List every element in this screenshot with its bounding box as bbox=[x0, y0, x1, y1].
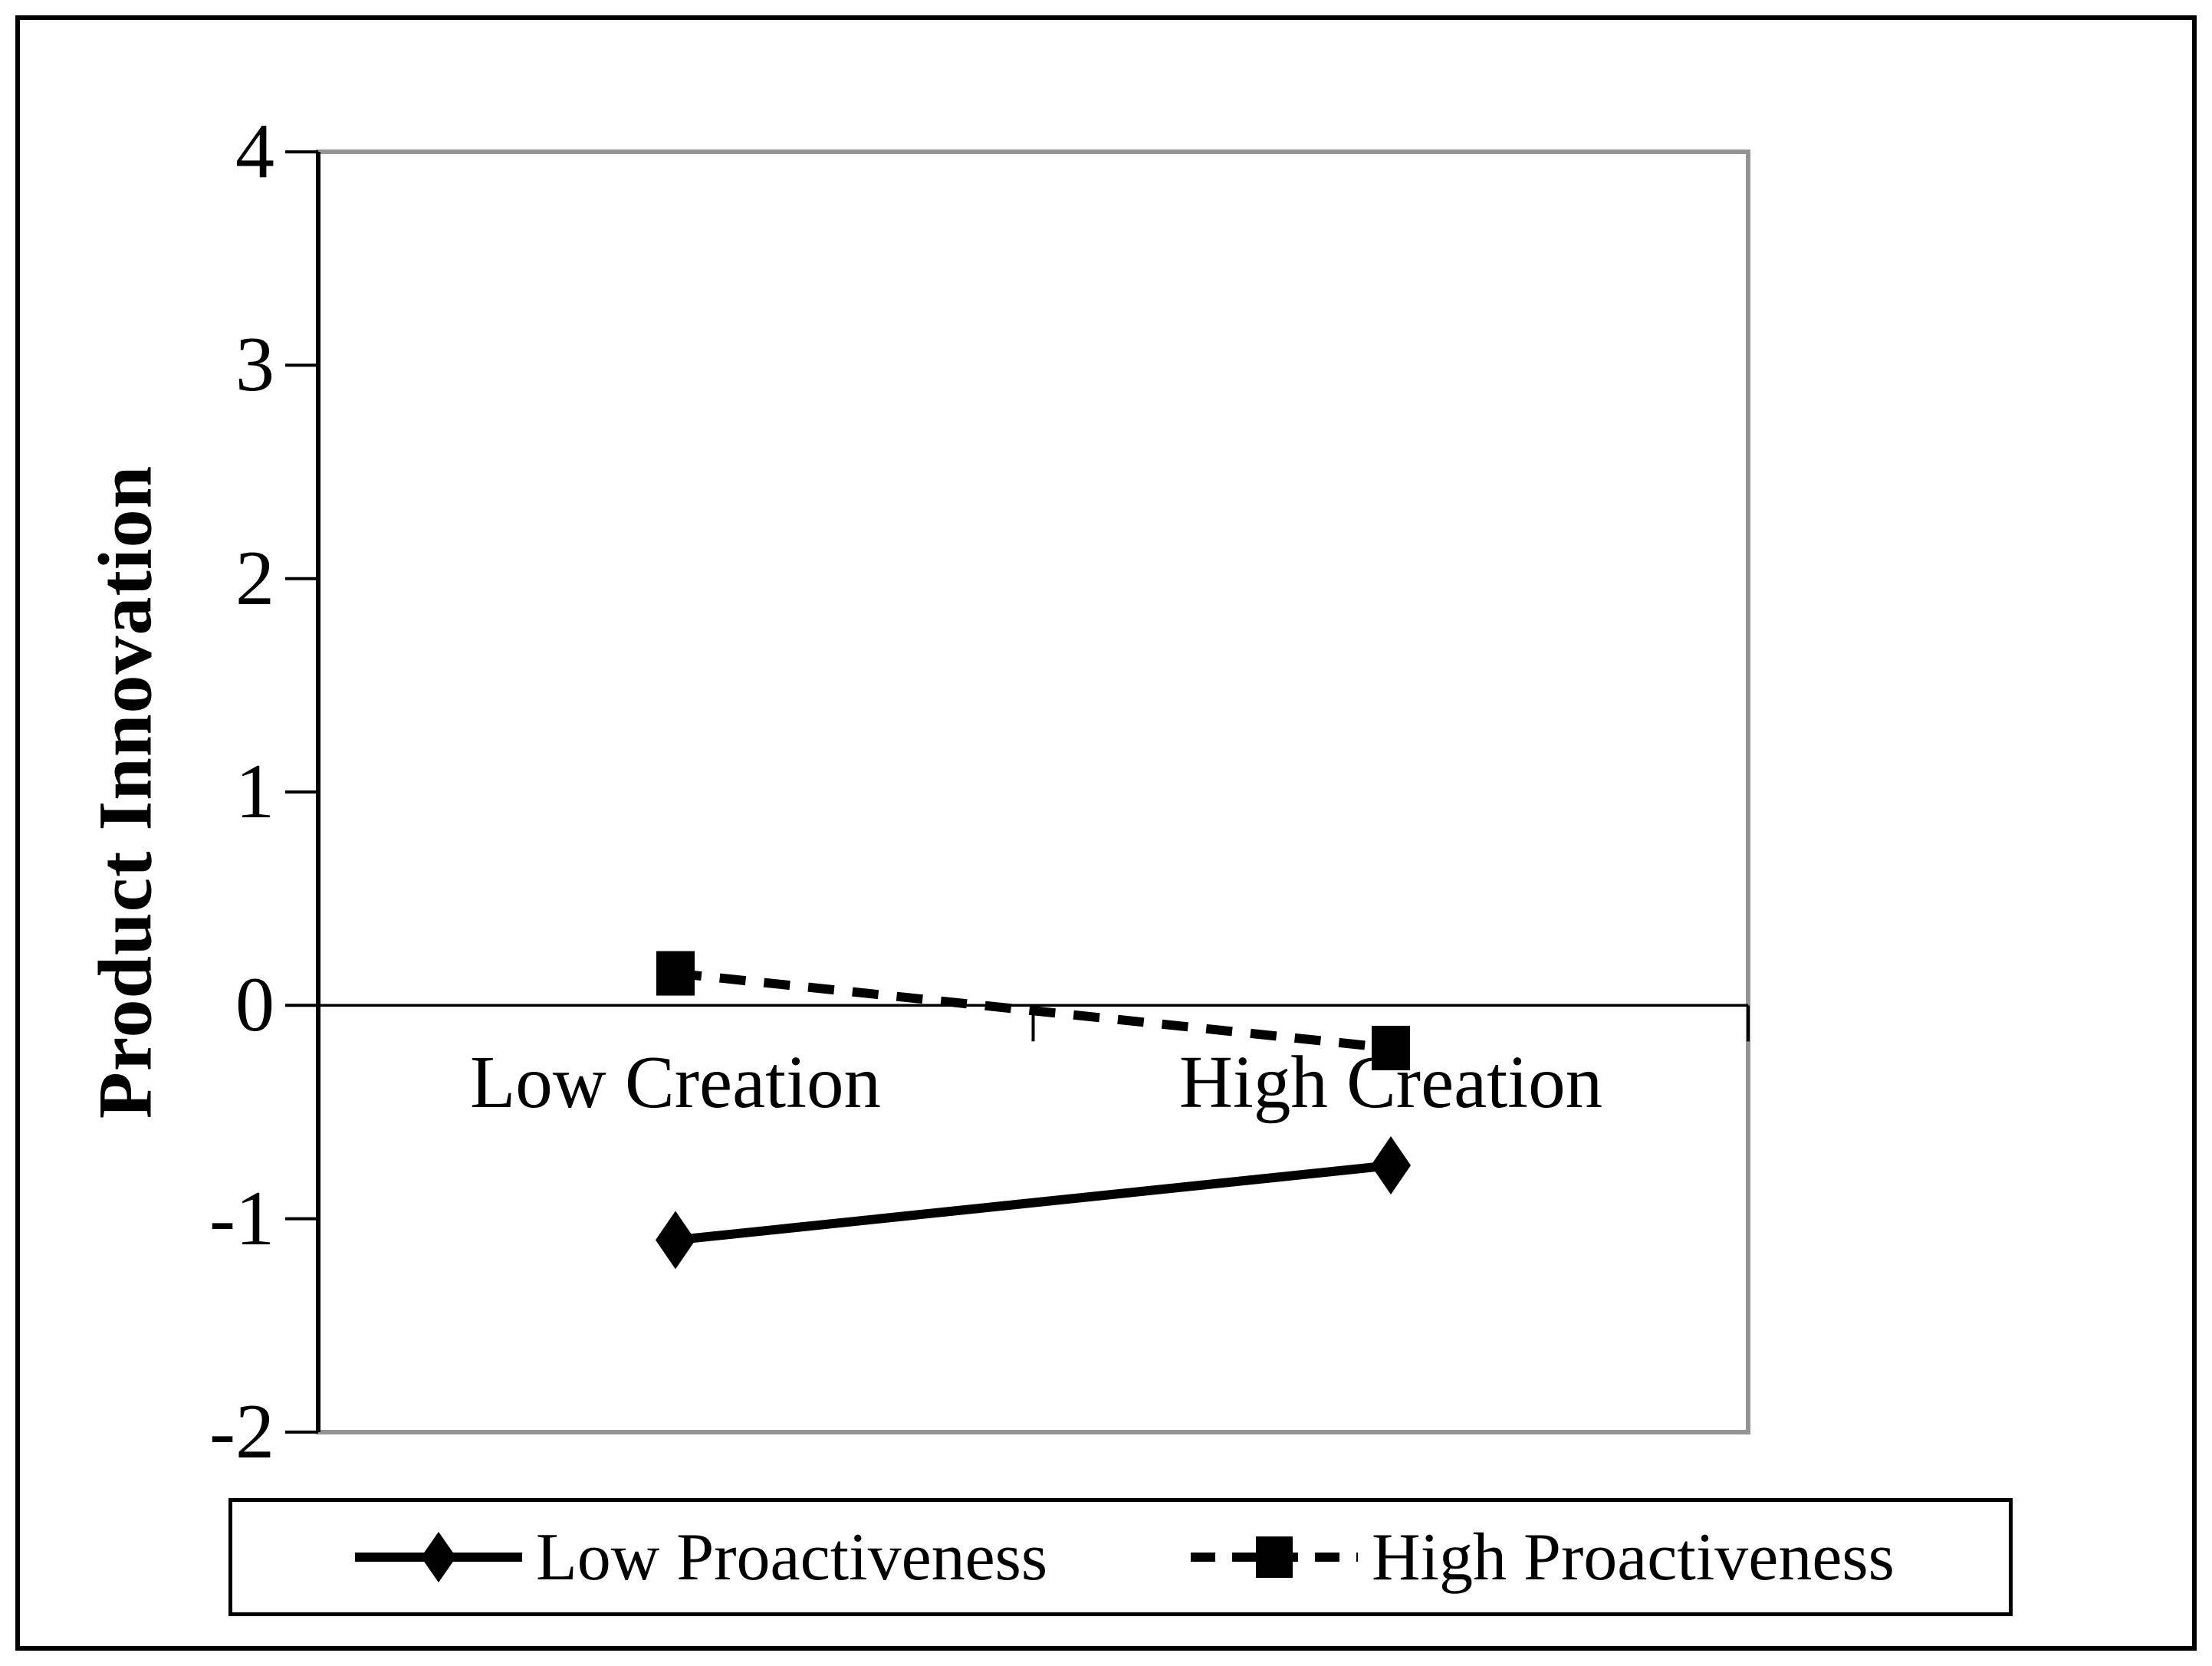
y-tick-label: 3 bbox=[235, 321, 274, 409]
square-marker bbox=[1372, 1025, 1410, 1070]
legend-item-low-proactiveness: Low Proactiveness bbox=[355, 1502, 1047, 1612]
y-tick-label: -1 bbox=[209, 1175, 274, 1262]
dashed-line-square-marker-icon bbox=[1191, 1536, 1358, 1578]
legend-item-high-proactiveness: High Proactiveness bbox=[1191, 1502, 1895, 1612]
series-line-high-proactiveness bbox=[675, 968, 1392, 1053]
series-line-low-proactiveness bbox=[675, 1161, 1392, 1245]
y-tick-label: -2 bbox=[209, 1388, 274, 1475]
diamond-marker bbox=[1371, 1136, 1411, 1195]
solid-line-diamond-marker-icon bbox=[355, 1532, 522, 1582]
x-category-label-high: High Creation bbox=[1178, 1041, 1603, 1123]
y-tick-label: 1 bbox=[235, 748, 274, 835]
legend-label-low-proactiveness: Low Proactiveness bbox=[536, 1520, 1048, 1595]
x-category-label-low: Low Creation bbox=[469, 1041, 882, 1123]
plot-border bbox=[316, 150, 1750, 1434]
legend: Low Proactiveness High Proactiveness bbox=[228, 1498, 2013, 1616]
y-tick-label: 4 bbox=[235, 108, 274, 196]
y-tick-label: 2 bbox=[235, 534, 274, 622]
diamond-marker bbox=[656, 1211, 695, 1270]
y-tick-label: 0 bbox=[235, 961, 274, 1049]
figure-border bbox=[15, 15, 2197, 1651]
square-marker bbox=[656, 951, 695, 996]
legend-label-high-proactiveness: High Proactiveness bbox=[1372, 1520, 1895, 1595]
